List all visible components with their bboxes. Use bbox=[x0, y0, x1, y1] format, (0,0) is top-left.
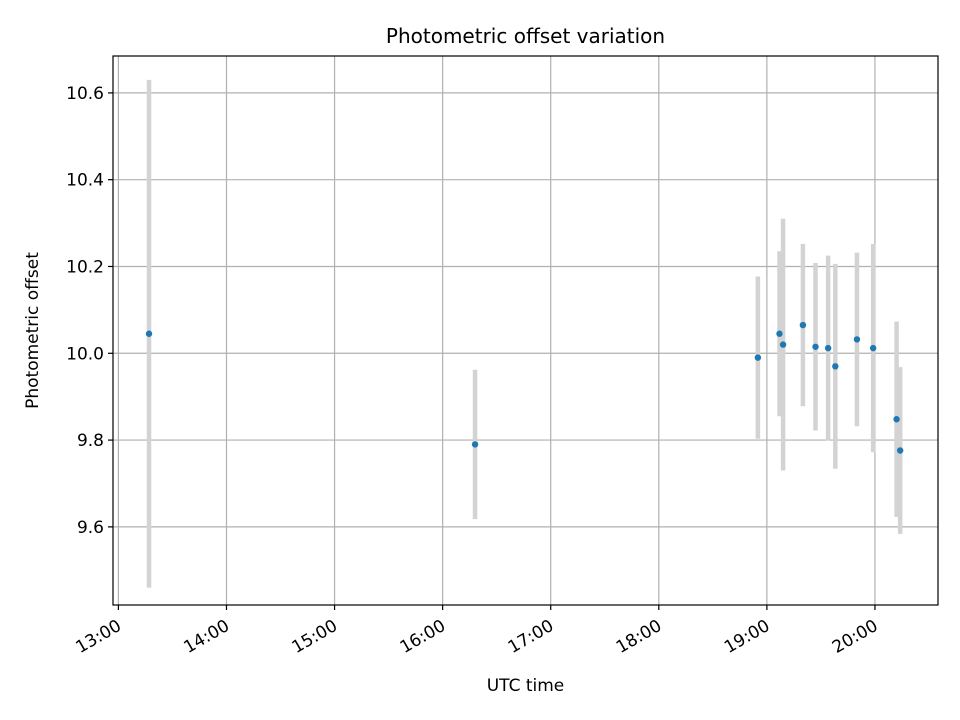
data-point bbox=[779, 341, 787, 348]
y-axis-label: Photometric offset bbox=[23, 252, 43, 409]
plot-frame bbox=[112, 55, 939, 606]
data-point bbox=[776, 330, 783, 337]
data-point bbox=[893, 416, 900, 423]
x-axis-label: UTC time bbox=[487, 676, 565, 696]
y-tick-label: 10.0 bbox=[66, 344, 104, 364]
data-point bbox=[471, 441, 479, 448]
data-point bbox=[896, 447, 904, 454]
data-point bbox=[869, 344, 877, 352]
data-point bbox=[754, 354, 762, 361]
y-tick-label: 9.6 bbox=[77, 518, 104, 538]
y-tick-label: 10.4 bbox=[66, 171, 104, 191]
data-points bbox=[145, 321, 904, 454]
y-tick-label: 10.2 bbox=[66, 257, 104, 277]
data-point bbox=[853, 336, 861, 343]
data-point bbox=[824, 344, 832, 352]
y-axis-ticks: 9.6 9.8 10.0 10.2 10.4 10.6 bbox=[66, 84, 113, 538]
data-point bbox=[812, 343, 819, 350]
data-point bbox=[832, 363, 839, 370]
y-tick-label: 9.8 bbox=[77, 431, 104, 451]
data-point bbox=[799, 321, 807, 329]
y-tick-label: 10.6 bbox=[66, 84, 104, 104]
grid bbox=[113, 56, 938, 605]
data-point bbox=[145, 330, 153, 337]
chart-title: Photometric offset variation bbox=[386, 24, 665, 48]
